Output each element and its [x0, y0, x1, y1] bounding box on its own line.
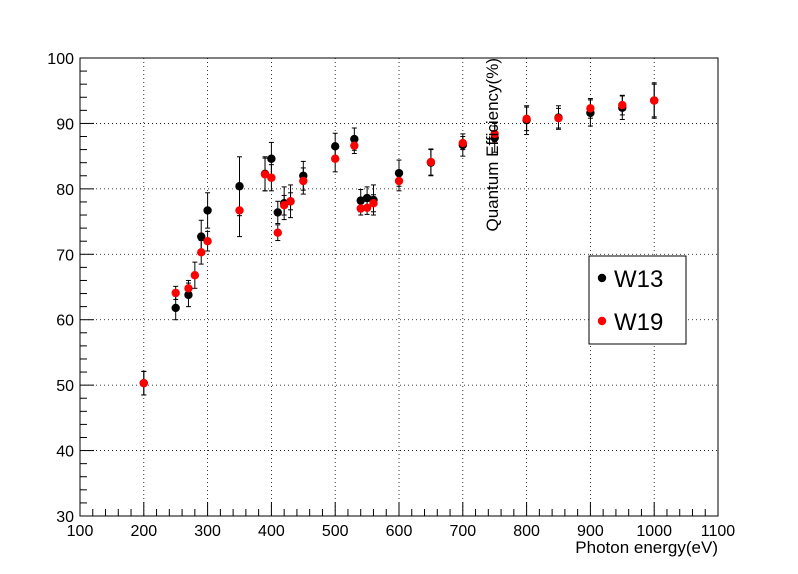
data-point-w19 [139, 378, 148, 388]
data-point-w13 [362, 193, 372, 203]
data-point-w19 [171, 288, 180, 298]
legend-marker-w19 [597, 316, 607, 326]
data-point-w19 [350, 141, 359, 150]
data-point-w19 [458, 138, 467, 148]
x-tick-label: 1100 [701, 523, 736, 540]
series-layer [139, 82, 659, 396]
tick-labels: 100 200 300 400 500 600 700 800 900 1000 1100 30 40 5… [47, 51, 735, 540]
x-tick-label: 200 [130, 523, 157, 540]
legend-marker-w13 [597, 273, 607, 283]
data-point-w19 [197, 248, 206, 257]
data-point-w19 [522, 114, 531, 124]
axis-ticks [79, 57, 719, 517]
x-axis-title: Photon energy(eV) [575, 538, 718, 557]
data-point-w19 [618, 100, 627, 110]
x-tick-label: 400 [258, 523, 285, 540]
y-tick-label: 60 [56, 313, 74, 330]
data-point-w19 [203, 237, 212, 246]
data-point-w19 [490, 129, 499, 139]
y-tick-label: 100 [47, 51, 74, 68]
x-tick-label: 100 [67, 523, 94, 540]
y-tick-label: 50 [56, 378, 74, 395]
x-tick-label: 700 [449, 523, 476, 540]
data-point-w13 [273, 208, 282, 217]
data-point-w19 [369, 199, 378, 208]
series-w19 [139, 83, 659, 396]
data-point-w13 [267, 154, 276, 163]
data-point-w19 [356, 204, 365, 213]
data-point-w19 [260, 170, 270, 179]
data-point-w13 [356, 196, 365, 205]
data-point-w19 [394, 176, 404, 186]
legend-label-w13: W13 [614, 266, 663, 293]
legend: W13 W19 [588, 255, 687, 345]
data-point-w19 [235, 206, 244, 215]
data-point-w19 [286, 197, 295, 206]
data-point-w19 [267, 173, 276, 182]
data-point-w19 [650, 96, 659, 105]
y-tick-label: 30 [56, 509, 74, 526]
data-point-w19 [299, 176, 308, 186]
y-axis-title: Quantum Efficiency(%) [483, 58, 502, 232]
x-tick-label: 500 [322, 523, 349, 540]
legend-label-w19: W19 [614, 309, 663, 336]
data-point-w13 [197, 232, 206, 241]
x-tick-label: 900 [577, 523, 604, 540]
x-tick-label: 300 [194, 523, 221, 540]
y-tick-label: 70 [56, 247, 74, 264]
data-point-w19 [184, 284, 193, 293]
y-tick-label: 80 [56, 182, 74, 199]
data-point-w19 [362, 203, 372, 213]
data-point-w19 [279, 201, 289, 210]
data-point-w19 [554, 113, 563, 123]
x-tick-label: 1000 [636, 523, 672, 540]
data-point-w19 [331, 154, 340, 163]
y-tick-label: 40 [56, 444, 74, 461]
data-point-w19 [586, 104, 595, 113]
x-tick-label: 800 [513, 523, 540, 540]
data-point-w19 [190, 271, 200, 280]
data-point-w13 [203, 206, 212, 215]
legend-box [588, 255, 687, 345]
data-point-w13 [171, 303, 180, 313]
x-tick-label: 600 [386, 523, 413, 540]
data-point-w19 [426, 157, 436, 167]
y-tick-label: 90 [56, 116, 74, 133]
data-point-w19 [273, 228, 282, 237]
